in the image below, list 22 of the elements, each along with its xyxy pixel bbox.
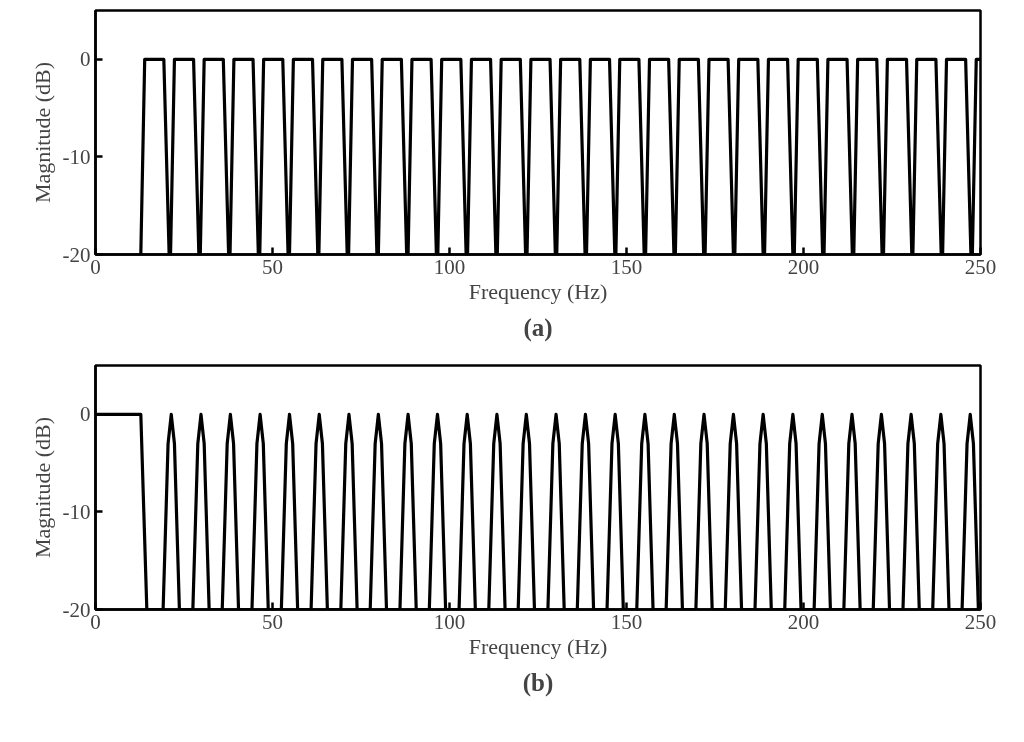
y-axis-title: Magnitude (dB) [29, 416, 55, 559]
x-axis-title: Frequency (Hz) [468, 633, 608, 659]
x-tick-label: 100 [433, 254, 466, 279]
y-tick-label: -20 [62, 242, 91, 267]
x-tick-label: 200 [787, 609, 820, 634]
text: (b) [522, 668, 554, 697]
y-tick-label: 0 [80, 402, 91, 427]
x-tick-label: 100 [433, 609, 466, 634]
x-tick-label: 50 [262, 609, 283, 634]
x-tick-label: 250 [964, 609, 997, 634]
x-tick-label: 250 [964, 254, 997, 279]
y-tick-label: -10 [62, 144, 91, 169]
x-tick-label: 150 [610, 609, 643, 634]
y-axis-title: Magnitude (dB) [29, 61, 55, 204]
x-tick-label: 200 [787, 254, 820, 279]
y-tick-label: -20 [62, 597, 91, 622]
x-tick-label: 150 [610, 254, 643, 279]
x-axis-title: Frequency (Hz) [468, 278, 608, 304]
x-tick-label: 50 [262, 254, 283, 279]
y-tick-label: -10 [62, 499, 91, 524]
text: (a) [523, 313, 553, 342]
y-tick-label: 0 [80, 47, 91, 72]
